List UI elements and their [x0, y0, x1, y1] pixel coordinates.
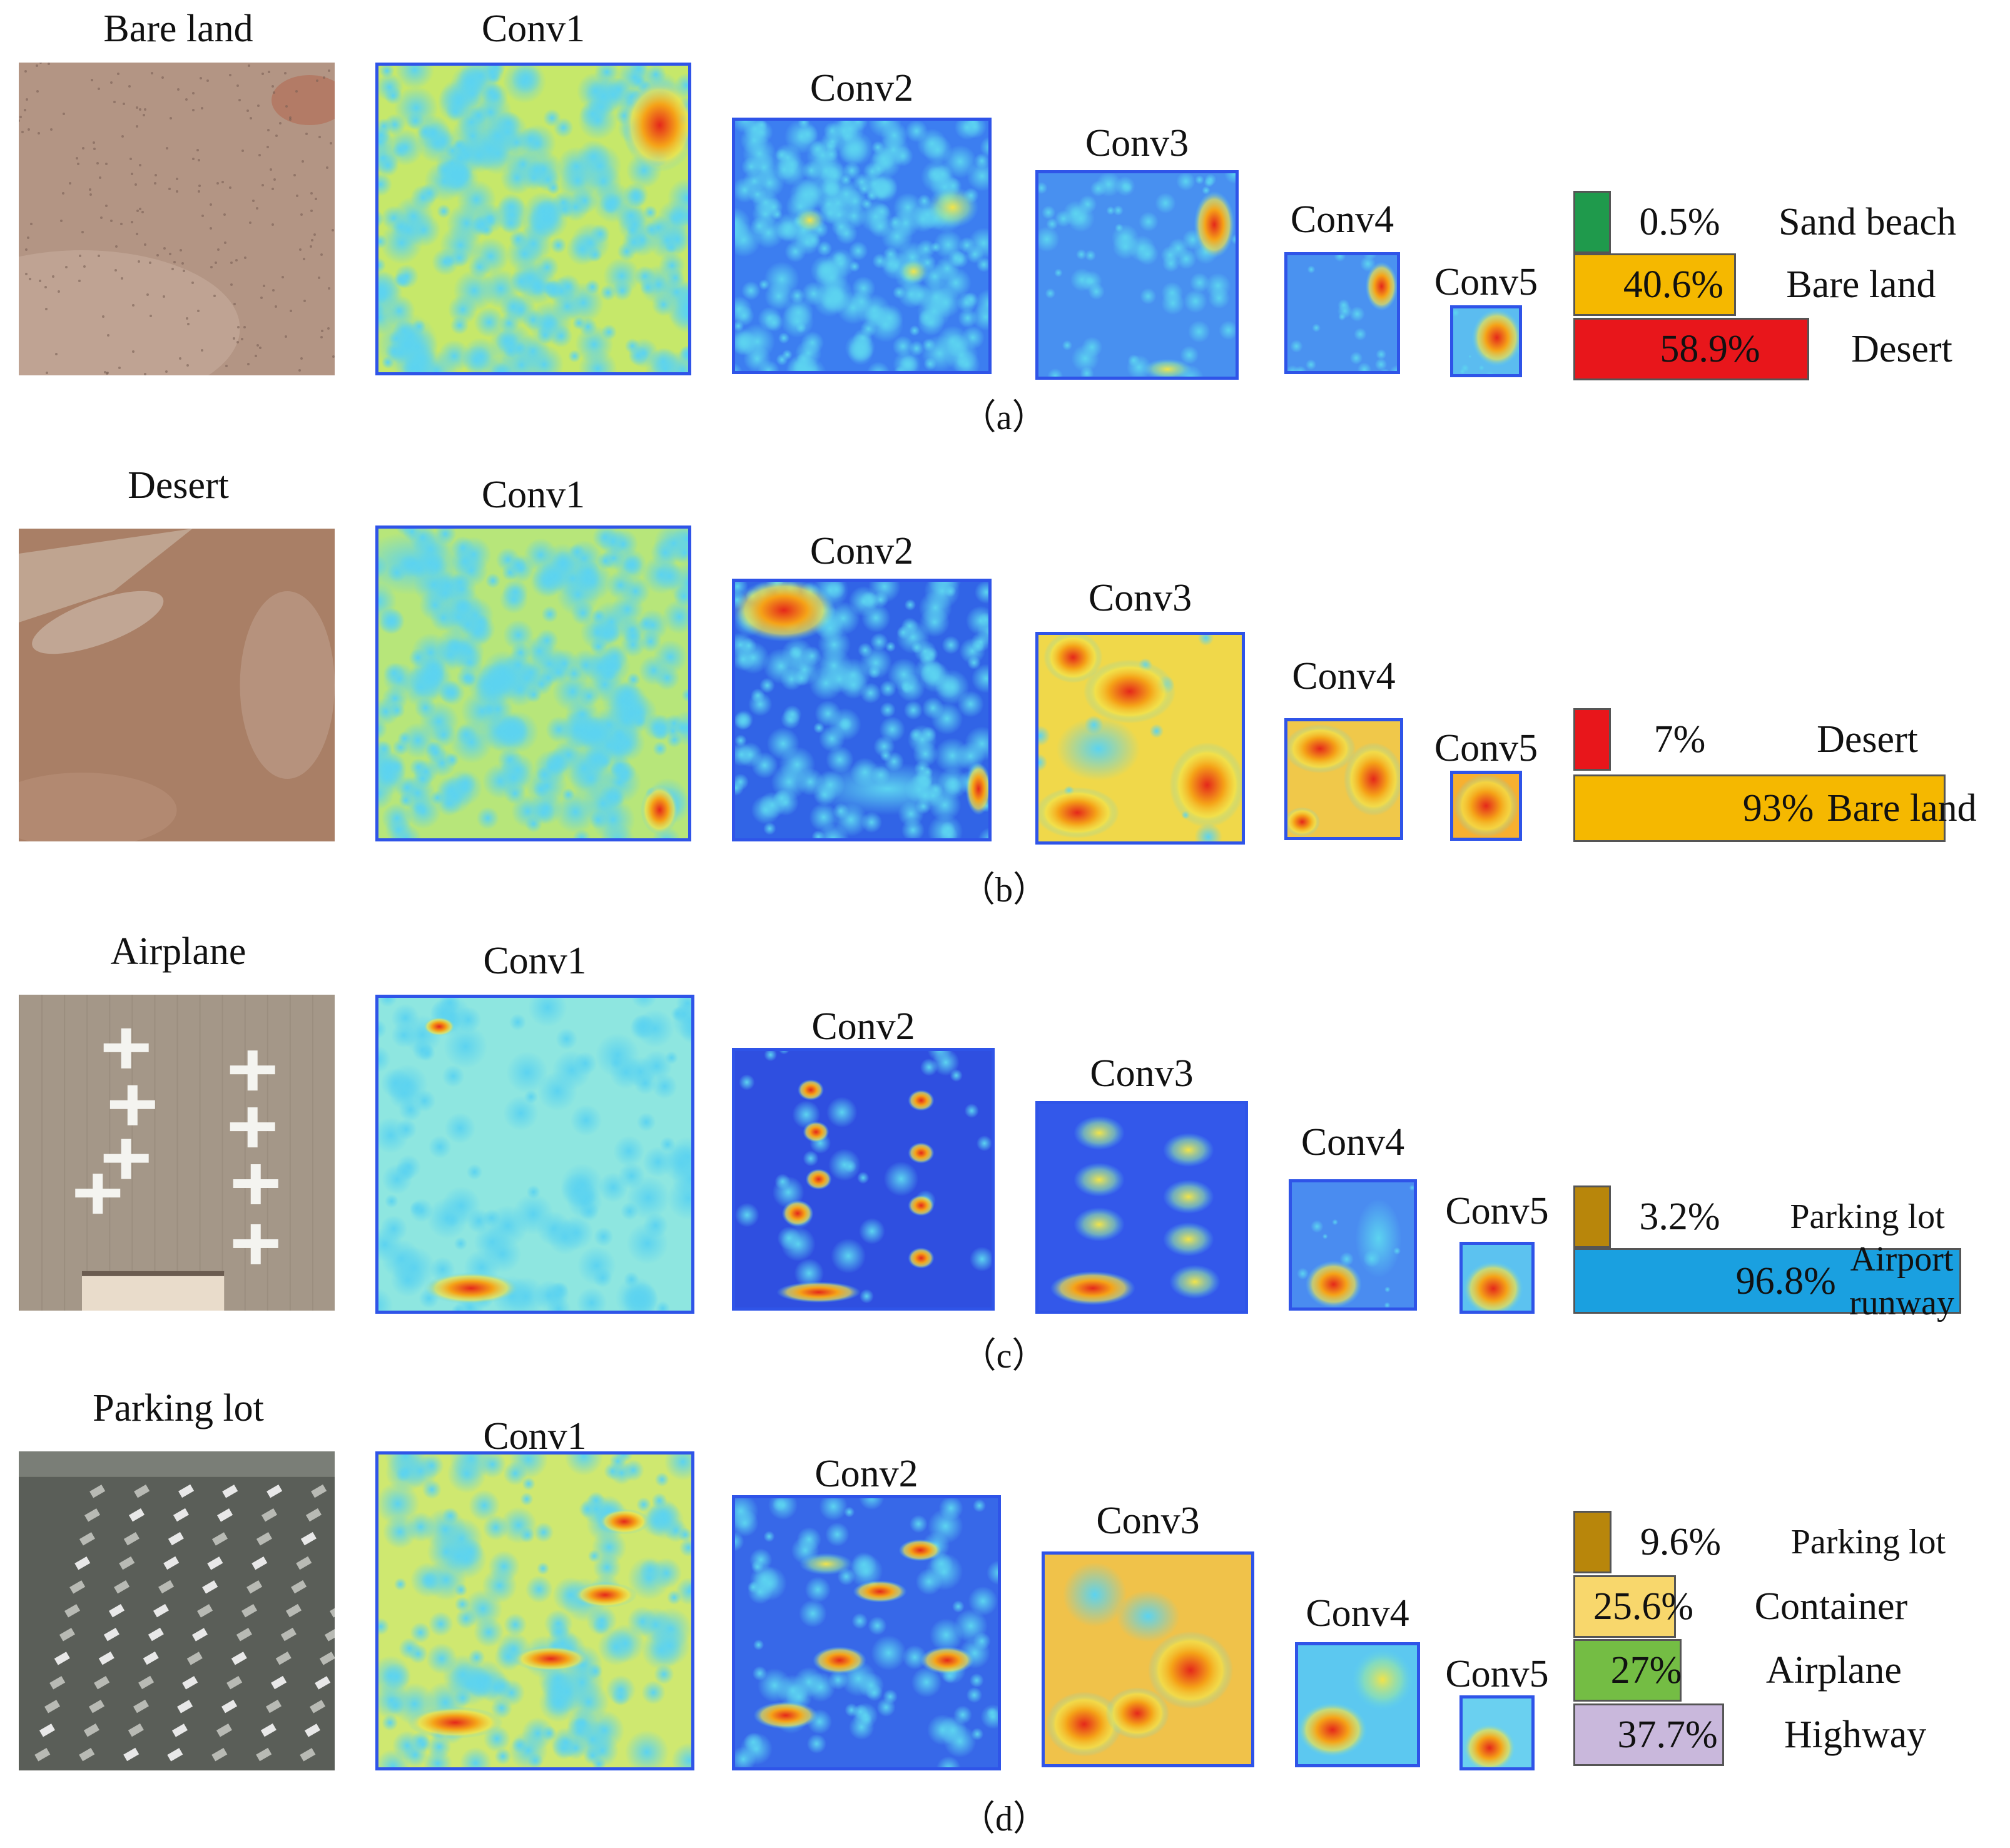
layer-label-conv4: Conv4 [1306, 1592, 1409, 1635]
layer-label-conv3: Conv3 [1096, 1500, 1200, 1542]
feature-map-conv1 [375, 63, 691, 375]
layer-label-conv3: Conv3 [1090, 1052, 1194, 1095]
prediction-bar [1573, 191, 1611, 253]
input-image-label: Parking lot [93, 1387, 264, 1429]
layer-label-conv5: Conv5 [1434, 261, 1538, 303]
prediction-class-line: runway [1849, 1283, 1954, 1323]
layer-label-conv5: Conv5 [1434, 727, 1538, 769]
prediction-percent: 37.7% [1617, 1713, 1718, 1756]
layer-label-conv2: Conv2 [810, 67, 914, 109]
prediction-bar [1573, 1639, 1682, 1702]
prediction-class-label: Desert [1851, 328, 1952, 370]
feature-map-conv4 [1295, 1642, 1420, 1767]
prediction-bar [1573, 1575, 1676, 1638]
feature-map-conv2 [732, 1495, 1001, 1770]
prediction-percent: 40.6% [1623, 263, 1723, 306]
panel-caption: （d） [960, 1800, 1048, 1839]
feature-map-conv5 [1459, 1242, 1535, 1314]
prediction-percent: 9.6% [1640, 1521, 1722, 1563]
layer-label-conv2: Conv2 [810, 530, 914, 572]
prediction-percent: 93% [1742, 787, 1814, 830]
panel-caption: （b） [960, 871, 1048, 910]
prediction-percent: 3.2% [1639, 1196, 1720, 1238]
prediction-percent: 27% [1610, 1649, 1682, 1692]
feature-map-conv5 [1450, 305, 1522, 377]
input-image-label: Bare land [103, 8, 253, 50]
panel-caption: （c） [961, 1337, 1047, 1376]
input-image-label: Airplane [110, 930, 246, 973]
prediction-bar [1573, 1511, 1612, 1573]
prediction-class-label: Parking lot [1790, 1197, 1945, 1236]
feature-map-conv2 [732, 118, 992, 374]
feature-map-conv2 [732, 579, 992, 841]
prediction-percent: 58.9% [1660, 328, 1760, 370]
layer-label-conv1: Conv1 [481, 474, 586, 516]
feature-map-conv3 [1035, 632, 1245, 845]
layer-label-conv4: Conv4 [1292, 655, 1396, 698]
prediction-class-label: Parking lot [1790, 1523, 1946, 1561]
feature-map-conv3 [1035, 1101, 1248, 1314]
feature-map-conv4 [1284, 252, 1400, 374]
feature-map-conv2 [732, 1048, 995, 1311]
layer-label-conv2: Conv2 [815, 1453, 918, 1495]
layer-label-conv1: Conv1 [481, 8, 586, 50]
layer-label-conv3: Conv3 [1085, 122, 1189, 165]
prediction-percent: 0.5% [1639, 201, 1720, 243]
layer-label-conv3: Conv3 [1088, 577, 1192, 619]
prediction-percent: 7% [1653, 718, 1706, 761]
feature-map-conv5 [1450, 771, 1522, 841]
feature-map-conv3 [1035, 170, 1239, 380]
prediction-bar [1573, 708, 1611, 771]
prediction-class-label: Airport runway [1849, 1237, 1954, 1325]
layer-label-conv5: Conv5 [1445, 1653, 1549, 1695]
layer-label-conv4: Conv4 [1290, 198, 1394, 241]
feature-map-conv3 [1042, 1551, 1254, 1767]
layer-label-conv4: Conv4 [1301, 1121, 1405, 1164]
prediction-bar [1573, 774, 1946, 842]
layer-label-conv1: Conv1 [483, 1415, 587, 1458]
prediction-percent: 96.8% [1735, 1259, 1836, 1302]
prediction-percent: 25.6% [1593, 1585, 1693, 1628]
prediction-class-label: Desert [1817, 718, 1918, 761]
input-image [19, 995, 335, 1311]
feature-map-conv4 [1289, 1179, 1417, 1311]
feature-map-conv1 [375, 1451, 694, 1770]
layer-label-conv2: Conv2 [811, 1005, 915, 1048]
input-image [19, 529, 335, 841]
prediction-class-label: Sand beach [1778, 201, 1957, 243]
prediction-bar [1573, 1703, 1725, 1766]
layer-label-conv1: Conv1 [483, 940, 587, 982]
feature-map-conv1 [375, 525, 691, 841]
prediction-class-label: Bare land [1827, 787, 1977, 830]
layer-label-conv5: Conv5 [1445, 1190, 1549, 1232]
prediction-class-label: Highway [1784, 1713, 1927, 1756]
prediction-bar [1573, 1185, 1611, 1248]
feature-map-conv4 [1284, 718, 1403, 840]
feature-map-conv5 [1459, 1695, 1535, 1770]
feature-map-conv1 [375, 995, 694, 1314]
prediction-class-label: Airplane [1765, 1649, 1902, 1692]
prediction-class-line: Airport [1850, 1239, 1954, 1279]
prediction-class-label: Container [1754, 1585, 1908, 1628]
panel-caption: （a） [961, 399, 1047, 437]
prediction-bar [1573, 318, 1809, 380]
prediction-class-label: Bare land [1786, 263, 1936, 306]
prediction-bar [1573, 1248, 1961, 1314]
input-image-label: Desert [128, 464, 229, 507]
prediction-bar [1573, 253, 1736, 316]
input-image [19, 1451, 335, 1770]
input-image [19, 63, 335, 375]
